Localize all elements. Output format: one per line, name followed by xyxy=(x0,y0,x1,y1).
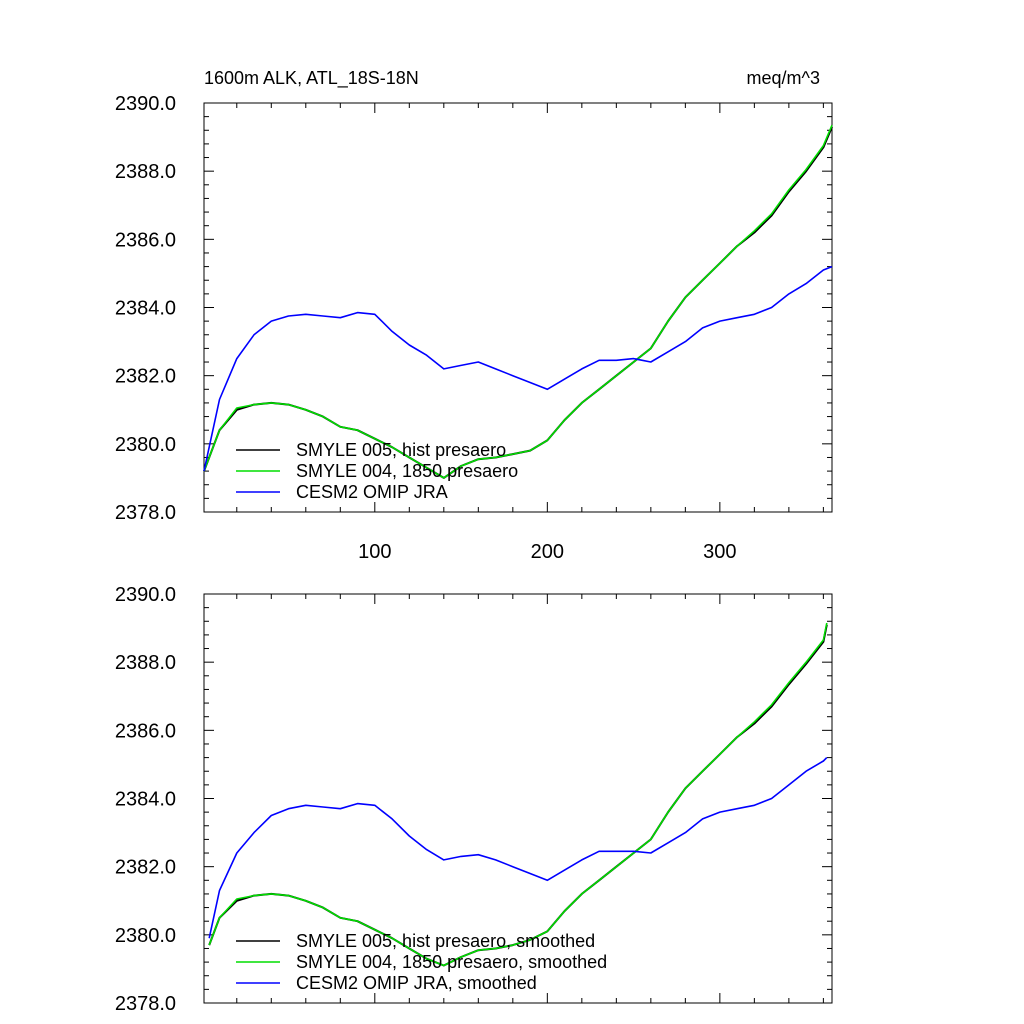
top-panel-title-left: 1600m ALK, ATL_18S-18N xyxy=(204,68,419,89)
series-line-2 xyxy=(203,265,833,472)
y-tick-label: 2390.0 xyxy=(115,93,176,115)
y-tick-label: 2386.0 xyxy=(115,720,176,742)
legend-label-0: SMYLE 005, hist presaero xyxy=(296,440,506,460)
x-tick-label: 100 xyxy=(358,541,391,563)
y-tick-label: 2388.0 xyxy=(115,652,176,674)
y-tick-label: 2380.0 xyxy=(115,434,176,456)
legend-label-1: SMYLE 004, 1850 presaero xyxy=(296,461,518,481)
top-panel: 1600m ALK, ATL_18S-18N meq/m^3 2378.0 238… xyxy=(115,68,833,563)
x-tick-label: 200 xyxy=(531,541,564,563)
series-line-1 xyxy=(208,622,828,967)
y-tick-label: 2384.0 xyxy=(115,298,176,320)
legend-label-1: SMYLE 004, 1850 presaero, smoothed xyxy=(296,952,607,972)
top-panel-title-right: meq/m^3 xyxy=(747,68,820,88)
legend-label-2: CESM2 OMIP JRA, smoothed xyxy=(296,973,537,993)
x-tick-label: 300 xyxy=(703,541,736,563)
series-line-2 xyxy=(208,757,828,939)
y-tick-label: 2382.0 xyxy=(115,857,176,879)
y-tick-label: 2390.0 xyxy=(115,584,176,606)
y-tick-label: 2380.0 xyxy=(115,925,176,947)
y-tick-label: 2382.0 xyxy=(115,366,176,388)
series-line-0 xyxy=(203,126,833,479)
y-tick-label: 2378.0 xyxy=(115,993,176,1015)
y-tick-label: 2378.0 xyxy=(115,502,176,524)
legend-label-0: SMYLE 005, hist presaero, smoothed xyxy=(296,931,595,951)
y-tick-label: 2388.0 xyxy=(115,161,176,183)
legend-label-2: CESM2 OMIP JRA xyxy=(296,482,448,502)
series-line-1 xyxy=(203,124,833,479)
bottom-panel: 2378.0 2380.0 2382.0 2384.0 2386.0 2388.0 2390… xyxy=(115,584,833,1015)
series-line-0 xyxy=(208,624,828,967)
bottom-panel-legend: SMYLE 005, hist presaero, smoothedSMYLE … xyxy=(236,931,607,993)
y-tick-label: 2384.0 xyxy=(115,789,176,811)
y-tick-label: 2386.0 xyxy=(115,229,176,251)
